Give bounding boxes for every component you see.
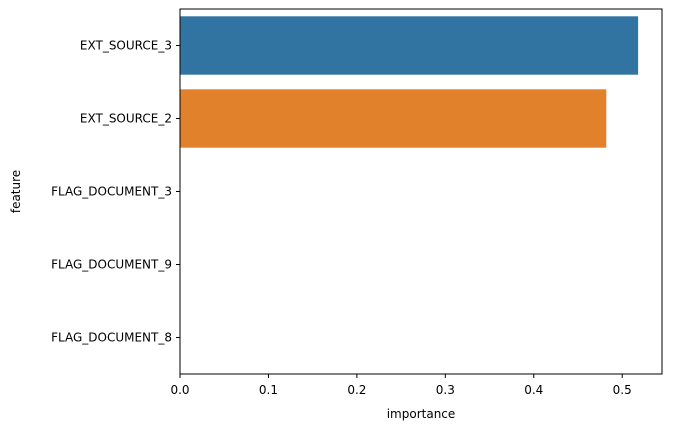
x-axis-ticks: 0.0 0.1 0.2 0.3 0.4 0.5 — [170, 374, 632, 397]
y-tick-label: EXT_SOURCE_2 — [80, 112, 172, 126]
y-axis-label: feature — [9, 170, 23, 213]
x-tick-label: 0.4 — [524, 383, 543, 397]
x-tick-label: 0.1 — [259, 383, 278, 397]
x-axis-label: importance — [387, 407, 456, 421]
bar-ext-source-3 — [180, 16, 639, 75]
bar-ext-source-2 — [180, 89, 607, 148]
x-tick-label: 0.5 — [613, 383, 632, 397]
plot-frame — [179, 8, 663, 375]
x-tick-label: 0.2 — [347, 383, 366, 397]
x-tick-label: 0.0 — [170, 383, 189, 397]
y-tick-label: FLAG_DOCUMENT_3 — [51, 185, 172, 199]
y-tick-label: FLAG_DOCUMENT_8 — [51, 331, 172, 345]
y-axis-ticks: EXT_SOURCE_3 EXT_SOURCE_2 FLAG_DOCUMENT_3 F… — [51, 39, 180, 345]
bars-group — [180, 16, 639, 148]
y-tick-label: FLAG_DOCUMENT_9 — [51, 258, 172, 272]
x-tick-label: 0.3 — [436, 383, 455, 397]
y-tick-label: EXT_SOURCE_3 — [80, 39, 172, 53]
